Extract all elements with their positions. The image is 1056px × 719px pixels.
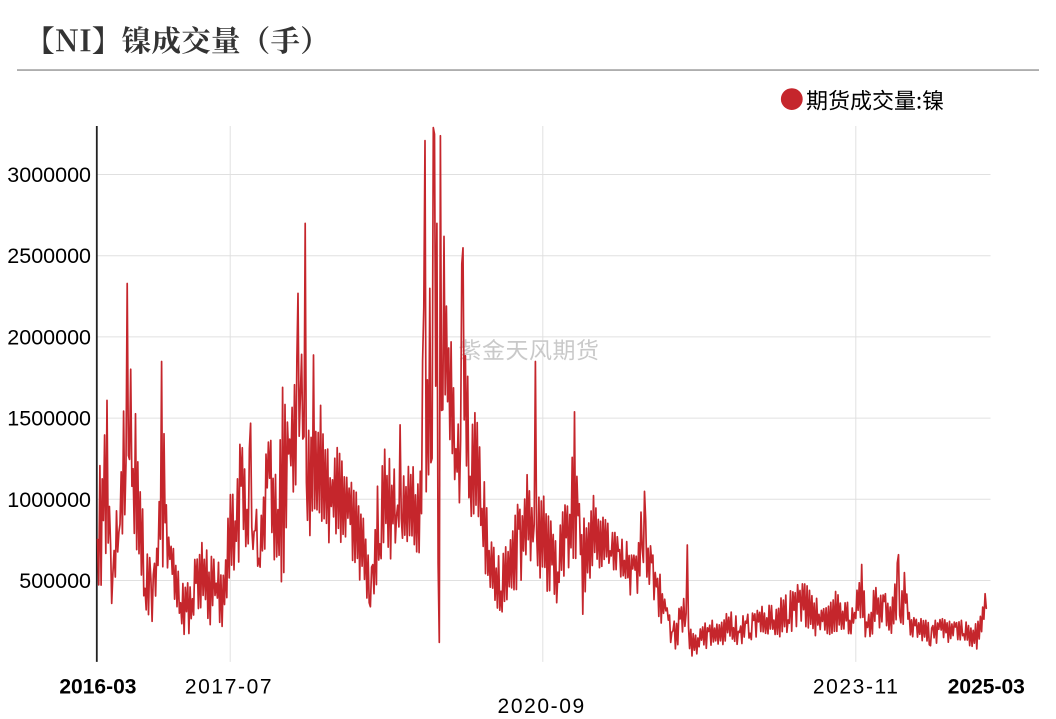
svg-text:2023-11: 2023-11 <box>813 676 900 699</box>
svg-text:2020-09: 2020-09 <box>498 695 586 718</box>
svg-text:2000000: 2000000 <box>7 325 91 349</box>
svg-text:2025-03: 2025-03 <box>948 676 1025 699</box>
svg-text:3000000: 3000000 <box>7 163 91 187</box>
svg-text:1500000: 1500000 <box>7 407 91 431</box>
svg-text:500000: 500000 <box>19 569 91 593</box>
svg-text:2016-03: 2016-03 <box>59 676 136 699</box>
svg-text:2500000: 2500000 <box>7 244 91 268</box>
svg-text:2017-07: 2017-07 <box>185 676 273 699</box>
svg-text:1000000: 1000000 <box>7 488 91 512</box>
